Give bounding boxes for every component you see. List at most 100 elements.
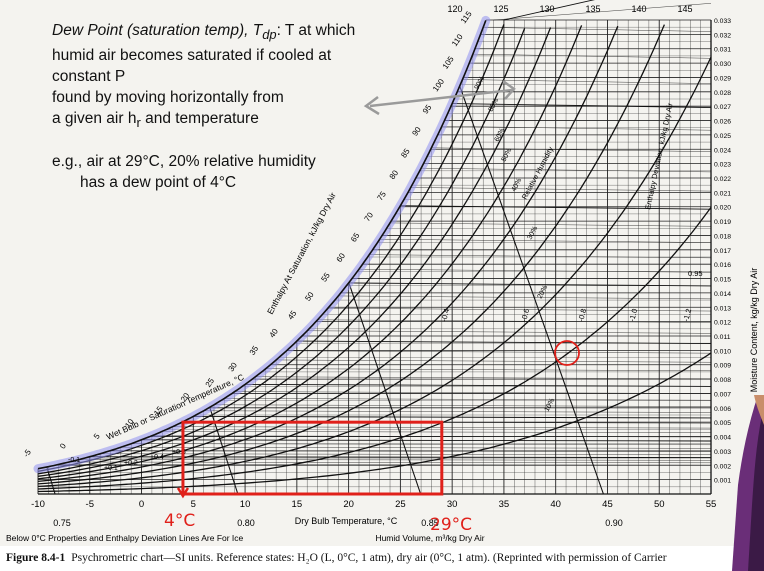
figure-caption-text: Psychrometric chart—SI units. Reference …: [71, 552, 667, 564]
enthalpy-scale-label: 55: [319, 271, 332, 284]
wet-bulb-line: [255, 376, 712, 380]
enthalpy-scale-label: 105: [441, 54, 456, 71]
y-tick-label: 0.001: [714, 478, 731, 485]
wet-bulb-line: [214, 404, 712, 407]
x-tick-label: 15: [292, 499, 303, 510]
low-region-value: +0.1: [104, 465, 118, 472]
y-tick-label: 0.016: [714, 262, 731, 269]
low-region-value: +0.6: [172, 449, 186, 456]
wet-bulb-line: [358, 269, 712, 273]
enthalpy-scale-label: 110: [450, 32, 465, 48]
wet-bulb-line: [379, 239, 712, 243]
enthalpy-saturation-label: Enthalpy At Saturation, kJ/kg Dry Air: [265, 191, 338, 316]
handwritten-dew-point-label: 4°C: [164, 511, 195, 531]
enthalpy-scale-label: 80: [388, 168, 401, 181]
y-tick-label: 0.027: [714, 104, 731, 111]
wet-bulb-line: [100, 453, 712, 455]
x-tick-label: -10: [31, 499, 45, 510]
enthalpy-deviation-value: -0.8: [576, 308, 588, 323]
wet-bulb-lines: [58, 0, 712, 466]
wet-bulb-line: [131, 443, 712, 445]
wet-bulb-line: [141, 439, 712, 442]
rh-curve-70: [37, 27, 552, 477]
wet-bulb-line: [120, 447, 712, 449]
wet-bulb-line: [79, 459, 712, 461]
figure-caption: Figure 8.4-1 Psychrometric chart—SI units…: [0, 546, 764, 571]
rh-curve-10: [37, 352, 712, 493]
wet-bulb-line: [162, 431, 712, 433]
y-tick-label: 0.031: [714, 47, 731, 54]
y-tick-label: 0.020: [714, 205, 731, 212]
x-tick-label: 40: [550, 499, 561, 510]
y-tick-label: 0.002: [714, 463, 731, 470]
wet-bulb-line: [493, 3, 712, 21]
presenter-silhouette: [732, 395, 764, 571]
wet-bulb-line: [245, 383, 712, 387]
saturation-line: [37, 20, 487, 470]
handwritten-dry-bulb-label: 29°C: [430, 515, 472, 535]
enthalpy-scale-label: 60: [335, 251, 348, 264]
x-tick-label: -5: [86, 499, 94, 510]
wet-bulb-line: [483, 27, 712, 32]
wet-bulb-line: [410, 187, 712, 192]
y-tick-label: 0.018: [714, 233, 731, 240]
x-tick-label: 25: [395, 499, 406, 510]
y-tick-label: 0.006: [714, 406, 731, 413]
grey-arrow-head-right: [502, 79, 516, 100]
x-axis-label: Dry Bulb Temperature, °C: [295, 516, 398, 526]
y-tick-label: 0.004: [714, 435, 731, 442]
wet-bulb-line: [431, 147, 712, 152]
rh-curve-20: [37, 207, 712, 490]
right-scale-value: 0.95: [688, 269, 703, 278]
y-tick-label: 0.007: [714, 391, 731, 398]
rh-percent-label: 80%: [488, 97, 501, 113]
definition-line-1: Dew Point (saturation temp), Tdp: T at w…: [52, 22, 356, 43]
wet-bulb-line: [472, 53, 712, 59]
y-axis-label: Moisture Content, kg/kg Dry Air: [749, 268, 759, 393]
low-region-value: -0.1: [68, 457, 80, 464]
enthalpy-deviation-value: -0.4: [439, 308, 451, 323]
wet-bulb-line: [151, 435, 712, 438]
wet-bulb-line: [327, 308, 712, 312]
wet-bulb-line: [203, 410, 712, 413]
y-tick-label: 0.029: [714, 75, 731, 82]
humid-volume-axis-label: Humid Volume, m³/kg Dry Air: [375, 533, 484, 543]
rh-curve-40: [37, 24, 665, 485]
grey-arrow-head-left: [363, 96, 380, 116]
figure-caption-label: Figure 8.4-1: [6, 552, 66, 564]
x-tick-label: 5: [191, 499, 196, 510]
humid-volume-line: [459, 85, 604, 495]
low-region-value: +0.2: [124, 460, 138, 467]
enthalpy-scale-label: 100: [431, 77, 446, 94]
y-tick-label: 0.015: [714, 277, 731, 284]
y-tick-label: 0.011: [714, 334, 731, 341]
enthalpy-scale-label: 70: [363, 210, 376, 223]
rh-percent-label: 30%: [527, 225, 540, 241]
x-tick-label: 35: [499, 499, 510, 510]
wet-bulb-line: [400, 205, 712, 210]
y-tick-label: 0.022: [714, 176, 731, 183]
y-tick-label: 0.010: [714, 348, 731, 355]
wet-bulb-line: [317, 319, 712, 323]
wet-bulb-line: [369, 254, 712, 259]
humid-volume-tick: 0.85: [421, 518, 439, 528]
wet-bulb-line: [307, 330, 712, 334]
enthalpy-deviation-value: -1.0: [627, 308, 639, 323]
top-scale-label: 130: [539, 4, 554, 14]
x-tick-label: 20: [343, 499, 354, 510]
wet-bulb-line: [234, 391, 712, 394]
enthalpy-scale-label: 50: [303, 290, 316, 303]
wet-bulb-line: [193, 415, 712, 419]
state-point-circle: [554, 340, 580, 366]
enthalpy-scale-label: 90: [410, 125, 423, 138]
wet-bulb-line: [69, 461, 712, 464]
y-tick-label: 0.032: [714, 32, 731, 39]
y-tick-label: 0.014: [714, 291, 731, 298]
wet-bulb-line: [276, 359, 712, 363]
definition-line-2: humid air becomes saturated if cooled at: [52, 47, 332, 65]
y-tick-label: 0.033: [714, 18, 731, 25]
y-tick-label: 0.019: [714, 219, 731, 226]
humid-volume-tick: 0.75: [53, 518, 71, 528]
enthalpy-deviation-value: -0.6: [519, 308, 531, 323]
